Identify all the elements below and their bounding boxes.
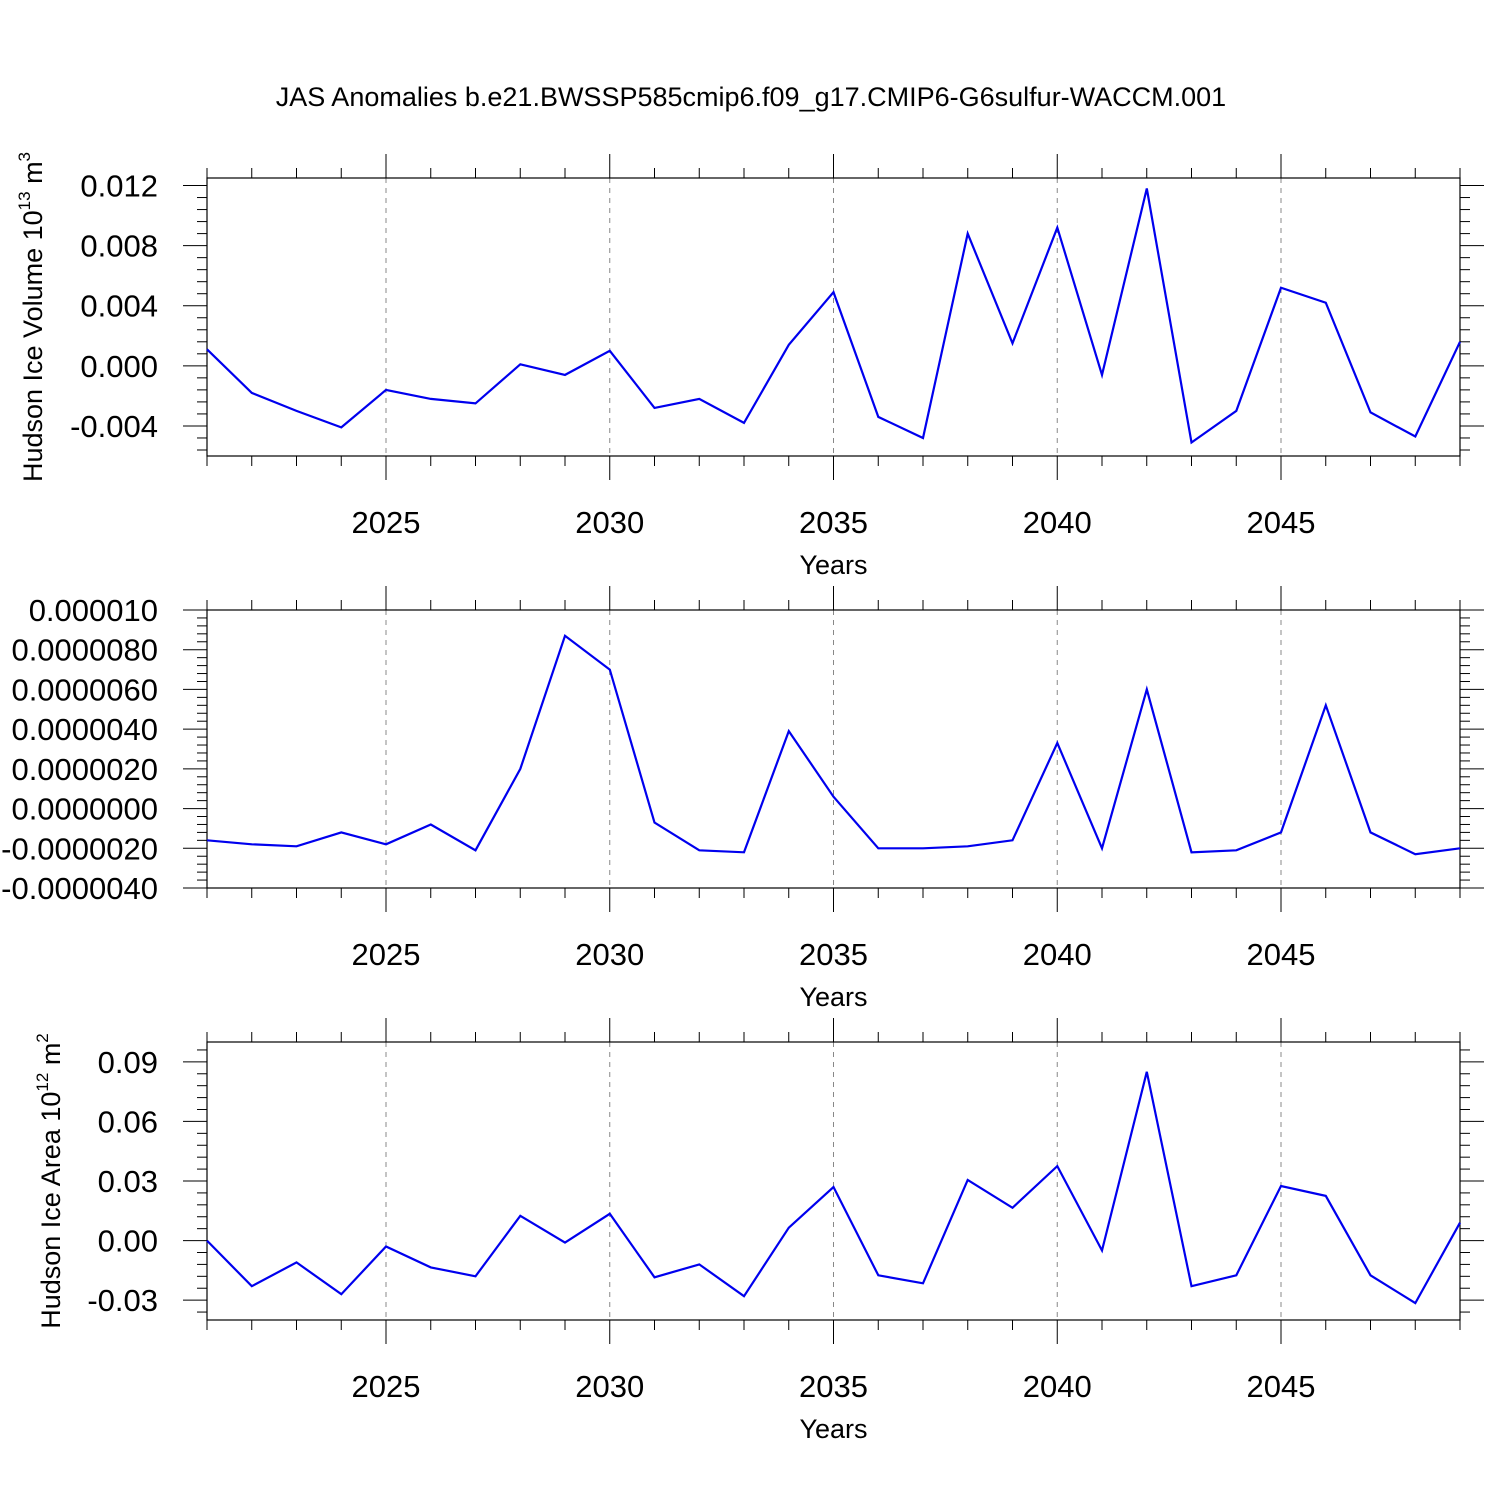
x-tick-label: 2035 [799, 937, 868, 972]
y-tick-label: -0.0000040 [1, 871, 158, 906]
x-tick-label: 2045 [1247, 937, 1316, 972]
y-tick-label: 0.06 [98, 1104, 158, 1139]
y-tick-label: 0.0000060 [11, 672, 158, 707]
y-tick-label: -0.0000020 [1, 831, 158, 866]
x-tick-label: 2040 [1023, 1369, 1092, 1404]
chart-panel-2: 0.000010 0.0000080 0.0000060 0.0000040 0.000… [1, 586, 1484, 1012]
series-line [206, 634, 1461, 856]
y-tick-label: 0.008 [80, 229, 158, 264]
y-tick-label: -0.004 [70, 409, 158, 444]
series-line [206, 1071, 1461, 1305]
x-tick-label: 2045 [1247, 1369, 1316, 1404]
y-tick-label: 0.0000020 [11, 752, 158, 787]
y-tick-label: 0.09 [98, 1045, 158, 1080]
y-tick-label: 0.00 [98, 1224, 158, 1259]
x-axis-label: Years [799, 550, 867, 580]
x-tick-label: 2040 [1023, 937, 1092, 972]
y-axis-label: Hudson Ice Area 1012 m2 [33, 1033, 66, 1329]
y-axis-label: Hudson Ice Volume 1013 m3 [15, 152, 48, 482]
x-tick-label: 2045 [1247, 505, 1316, 540]
x-tick-label: 2030 [575, 505, 644, 540]
x-tick-label: 2035 [799, 1369, 868, 1404]
x-tick-label: 2030 [575, 937, 644, 972]
y-tick-label: 0.000010 [29, 593, 158, 628]
y-tick-label: 0.000 [80, 349, 158, 384]
y-tick-label: 0.03 [98, 1164, 158, 1199]
series-line [206, 188, 1461, 445]
chart-panel-1: 0.012 0.008 0.004 0.000 -0.004 2025 2030 2035 20… [15, 152, 1484, 580]
y-tick-label: 0.0000000 [11, 792, 158, 827]
x-tick-label: 2030 [575, 1369, 644, 1404]
x-axis-label: Years [799, 1414, 867, 1444]
y-tick-label: 0.0000080 [11, 633, 158, 668]
y-tick-label: 0.0000040 [11, 712, 158, 747]
y-tick-label: 0.004 [80, 289, 158, 324]
x-tick-label: 2025 [352, 1369, 421, 1404]
chart-panel-3: 0.09 0.06 0.03 0.00 -0.03 2025 2030 2035 2040 204… [33, 1018, 1484, 1444]
x-tick-label: 2025 [352, 937, 421, 972]
y-tick-label: 0.012 [80, 169, 158, 204]
figure-title: JAS Anomalies b.e21.BWSSP585cmip6.f09_g1… [276, 82, 1226, 112]
x-axis-label: Years [799, 982, 867, 1012]
x-tick-label: 2035 [799, 505, 868, 540]
x-tick-label: 2040 [1023, 505, 1092, 540]
y-tick-label: -0.03 [87, 1283, 158, 1318]
x-tick-label: 2025 [352, 505, 421, 540]
